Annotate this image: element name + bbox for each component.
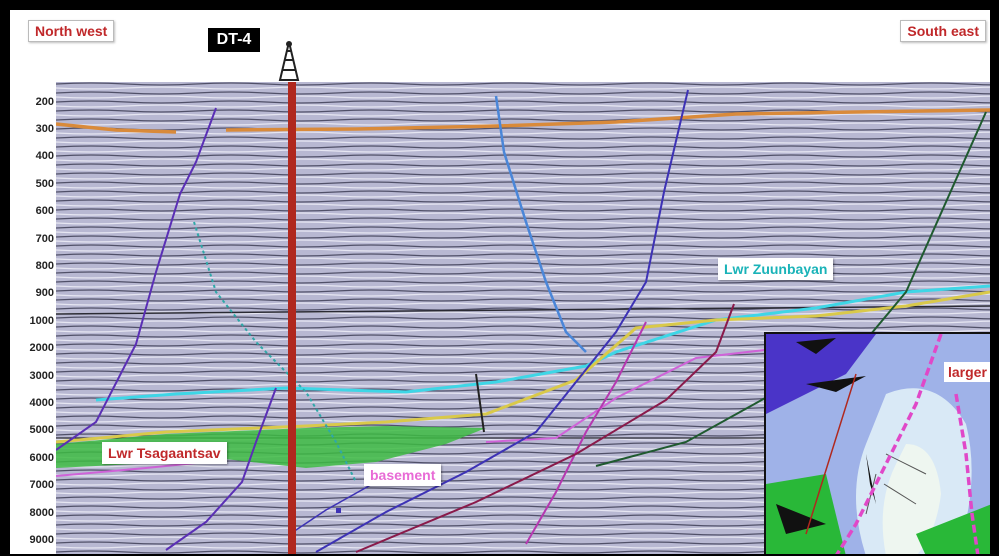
structure-map — [766, 334, 990, 554]
depth-tick: 900 — [35, 287, 54, 299]
north-west-label: North west — [28, 20, 115, 42]
structure-map-inset: larger f closure — [764, 332, 990, 554]
depth-tick: 800 — [35, 260, 54, 272]
depth-tick: 500 — [35, 178, 54, 190]
depth-tick: 200 — [35, 96, 54, 108]
depth-tick: 4000 — [29, 397, 54, 409]
well-name-label: DT-4 — [208, 28, 260, 52]
seismic-figure: North west South east DT-4 200 300 400 5… — [10, 10, 990, 554]
depth-tick: 300 — [35, 123, 54, 135]
depth-tick: 400 — [35, 150, 54, 162]
larger-closure-label: larger f closure — [944, 362, 990, 382]
depth-tick: 8000 — [29, 507, 54, 519]
lwr-tsagaantsav-label: Lwr Tsagaantsav — [102, 442, 227, 464]
depth-tick: 3000 — [29, 370, 54, 382]
depth-tick: 1000 — [29, 315, 54, 327]
depth-tick: 6000 — [29, 452, 54, 464]
depth-tick: 700 — [35, 233, 54, 245]
depth-tick: 2000 — [29, 342, 54, 354]
depth-axis: 200 300 400 500 600 700 800 900 1000 200… — [10, 82, 56, 554]
depth-tick: 600 — [35, 205, 54, 217]
depth-tick: 7000 — [29, 479, 54, 491]
south-east-label: South east — [900, 20, 986, 42]
basement-label: basement — [364, 464, 442, 486]
drilling-rig-icon — [278, 41, 300, 81]
depth-tick: 9000 — [29, 534, 54, 546]
depth-tick: 5000 — [29, 424, 54, 436]
lwr-zuunbayan-label: Lwr Zuunbayan — [718, 258, 834, 280]
